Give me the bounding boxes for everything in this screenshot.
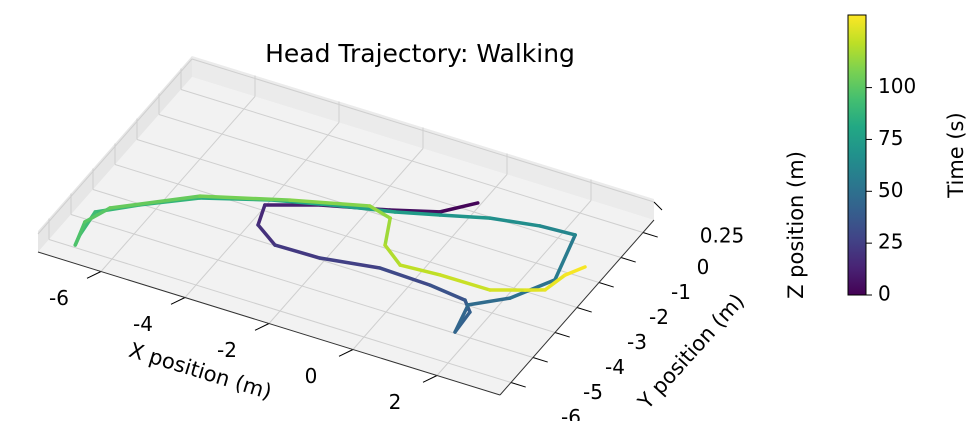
trajectory-segment	[563, 265, 587, 277]
x-tick-label: 2	[389, 390, 402, 414]
trajectory-segment	[73, 220, 87, 247]
trajectory-segment	[198, 194, 292, 202]
y-tick	[532, 357, 548, 363]
y-tick-label: -4	[605, 355, 625, 379]
trajectory-segment	[368, 204, 392, 220]
colorbar-tick-label: 100	[878, 74, 916, 98]
y-tick	[576, 307, 592, 313]
grid-line	[180, 89, 644, 233]
trajectory-segment	[108, 194, 202, 210]
grid-line	[136, 139, 600, 283]
x-axis-label: X position (m)	[126, 338, 274, 404]
trajectory-segment	[383, 216, 392, 247]
grid-line	[48, 239, 512, 383]
y-tick-label: -6	[561, 405, 581, 421]
x-axis-line	[37, 251, 501, 396]
colorbar	[847, 14, 867, 296]
trajectory-segment	[288, 198, 372, 208]
y-tick-label: -2	[649, 305, 669, 329]
trajectory-segment	[428, 283, 467, 302]
grid-line	[37, 58, 193, 235]
y-tick	[598, 282, 614, 288]
grid-line	[158, 114, 622, 258]
colorbar-tick-label: 75	[878, 126, 903, 150]
y-tick	[510, 382, 526, 388]
chart-title: Head Trajectory: Walking	[265, 39, 575, 68]
trajectory-segment	[438, 213, 492, 220]
colorbar-tick-label: 0	[878, 282, 891, 306]
trajectory-segment	[83, 206, 112, 224]
y-tick-label: -5	[583, 380, 603, 404]
trajectory-segment	[256, 203, 267, 227]
x-tick	[338, 349, 354, 357]
grid-line	[191, 58, 655, 203]
trajectory-segment	[398, 263, 442, 277]
y-tick-label: -3	[627, 330, 647, 354]
z-tick-label: 0.25	[700, 224, 745, 248]
y-tick	[554, 332, 570, 338]
trajectory-segment	[328, 203, 397, 214]
x-tick	[254, 323, 270, 331]
trajectory-segment	[488, 216, 542, 228]
y-axis-line	[499, 219, 655, 396]
plot-area: -6-4-202-6-5-4-3-2-100.25	[37, 56, 745, 421]
y-tick-label: 0	[697, 255, 710, 279]
trajectory-segment	[466, 296, 512, 307]
trajectory-segment	[273, 243, 322, 260]
trajectory-segment	[256, 223, 277, 247]
trajectory-segment	[393, 210, 442, 217]
trajectory-segment	[453, 303, 470, 334]
x-tick	[170, 297, 186, 305]
x-tick	[86, 271, 102, 279]
z-axis-label: Z position (m)	[784, 151, 808, 299]
x-tick-label: -6	[49, 286, 69, 310]
x-tick-label: 0	[305, 364, 318, 388]
trajectory-segment	[388, 208, 442, 214]
y-tick	[642, 232, 658, 238]
grid-line	[70, 214, 534, 358]
colorbar-tick-label: 50	[878, 178, 903, 202]
colorbar-label: Time (s)	[944, 112, 968, 198]
x-tick-label: -4	[133, 312, 153, 336]
trajectory-segment	[438, 273, 492, 292]
x-tick	[422, 375, 438, 383]
z-tick	[653, 201, 663, 211]
trajectory-segment	[383, 243, 402, 267]
grid-line	[114, 164, 578, 308]
trajectory-segment	[378, 266, 432, 287]
trajectory-segment	[543, 273, 567, 292]
x-tick-label: -2	[217, 338, 237, 362]
y-tick	[620, 257, 636, 263]
trajectory-segment	[318, 256, 382, 270]
trajectory-segment	[553, 233, 577, 282]
grid-line	[92, 189, 556, 333]
colorbar-tick-label: 25	[878, 230, 903, 254]
trajectory-segment	[438, 201, 480, 214]
trajectory-segment	[538, 224, 577, 237]
y-tick-label: -1	[671, 280, 691, 304]
